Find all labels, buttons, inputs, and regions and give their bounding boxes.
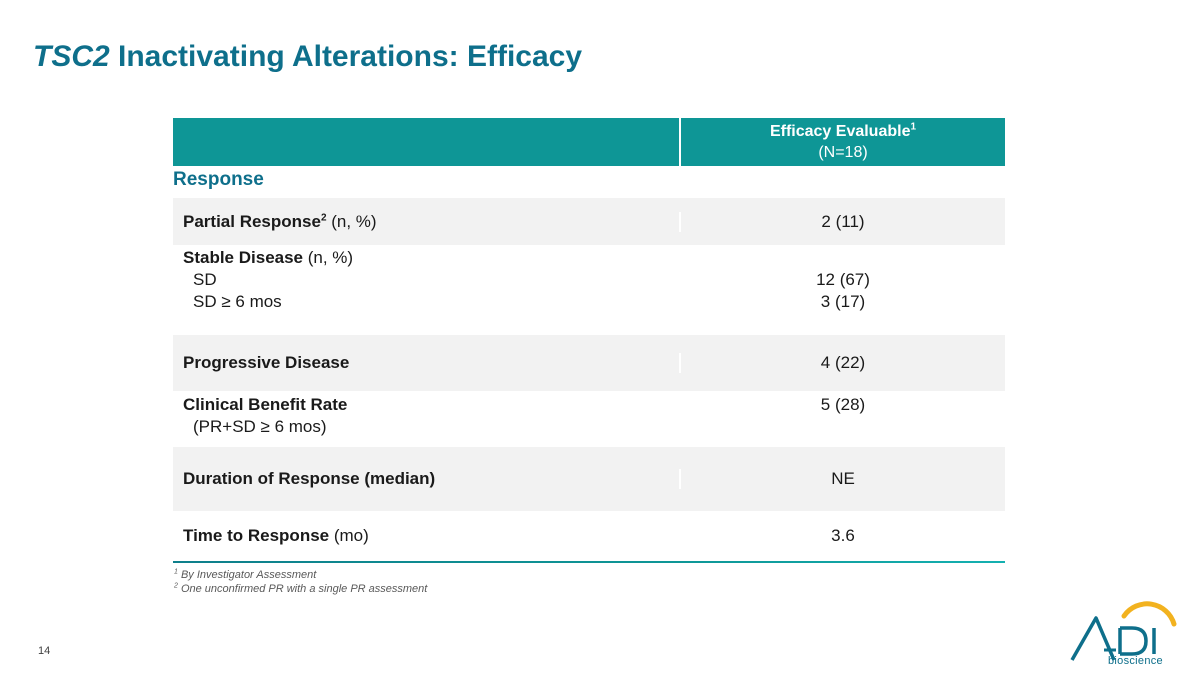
row-value: 2 (11)	[679, 211, 1005, 232]
row-sublabel: (PR+SD ≥ 6 mos)	[193, 417, 327, 436]
row-value: NE	[679, 469, 1005, 489]
row-value: 12 (67) 3 (17)	[679, 246, 1005, 335]
header-label-sup: 1	[910, 121, 917, 133]
row-value-sd6: 3 (17)	[820, 292, 866, 311]
table-row: Partial Response2 (n, %) 2 (11)	[173, 198, 1005, 245]
aadi-logo	[1070, 601, 1177, 661]
header-efficacy-evaluable: Efficacy Evaluable1 (N=18)	[679, 118, 1005, 166]
footnote-marker: 2	[174, 582, 178, 590]
header-n: (N=18)	[818, 144, 868, 161]
row-label: Clinical Benefit Rate (PR+SD ≥ 6 mos)	[173, 394, 679, 447]
row-value: 3.6	[679, 526, 1005, 546]
page-number: 14	[38, 645, 51, 657]
section-response: Response	[173, 169, 264, 190]
row-label: Partial Response2 (n, %)	[173, 212, 679, 232]
footnote: 2 One unconfirmed PR with a single PR as…	[174, 582, 427, 596]
row-label-bold: Stable Disease	[183, 248, 304, 267]
table-row: Duration of Response (median) NE	[173, 447, 1005, 511]
table-bottom-rule	[173, 561, 1005, 563]
row-label-sup: 2	[320, 211, 327, 223]
row-label: Stable Disease (n, %) SD SD ≥ 6 mos	[173, 246, 679, 335]
row-label: Time to Response (mo)	[173, 526, 679, 546]
row-sublabel: SD ≥ 6 mos	[193, 292, 282, 311]
row-label-bold: Duration of Response (median)	[183, 469, 436, 488]
footnotes: 1 By Investigator Assessment 2 One uncon…	[174, 568, 427, 596]
efficacy-table: Efficacy Evaluable1 (N=18) Response Part…	[173, 118, 1005, 563]
row-label-bold: Partial Response	[183, 211, 321, 231]
title-gene: TSC2	[33, 40, 110, 73]
footnote: 1 By Investigator Assessment	[174, 568, 427, 582]
row-label-suffix: (n, %)	[326, 211, 377, 231]
title-text: Inactivating Alterations: Efficacy	[109, 40, 583, 73]
table-row: Clinical Benefit Rate (PR+SD ≥ 6 mos) 5 …	[173, 391, 1005, 447]
row-label-suffix: (n, %)	[303, 248, 354, 267]
row-value-sd: 12 (67)	[816, 270, 870, 289]
row-label-suffix: (mo)	[329, 526, 369, 545]
table-row: Stable Disease (n, %) SD SD ≥ 6 mos 12 (…	[173, 245, 1005, 335]
logo-text: bioscience	[1108, 655, 1163, 667]
header-empty-cell	[173, 118, 679, 166]
row-sublabel: SD	[193, 270, 217, 289]
row-label: Duration of Response (median)	[173, 469, 679, 489]
footnote-text: By Investigator Assessment	[177, 569, 317, 581]
row-value: 5 (28)	[679, 394, 1005, 447]
table-header: Efficacy Evaluable1 (N=18)	[173, 118, 1005, 166]
table-row: Time to Response (mo) 3.6	[173, 511, 1005, 561]
row-label: Progressive Disease	[173, 353, 679, 373]
footnote-text: One unconfirmed PR with a single PR asse…	[177, 583, 428, 595]
row-label-bold: Clinical Benefit Rate	[183, 395, 348, 414]
table-row: Progressive Disease 4 (22)	[173, 335, 1005, 391]
row-label-bold: Time to Response	[183, 526, 330, 545]
header-label: Efficacy Evaluable	[769, 123, 911, 140]
row-value: 4 (22)	[679, 353, 1005, 373]
slide-title: TSC2 Inactivating Alterations: Efficacy	[33, 40, 582, 74]
footnote-marker: 1	[174, 568, 178, 576]
row-label-bold: Progressive Disease	[183, 353, 350, 372]
